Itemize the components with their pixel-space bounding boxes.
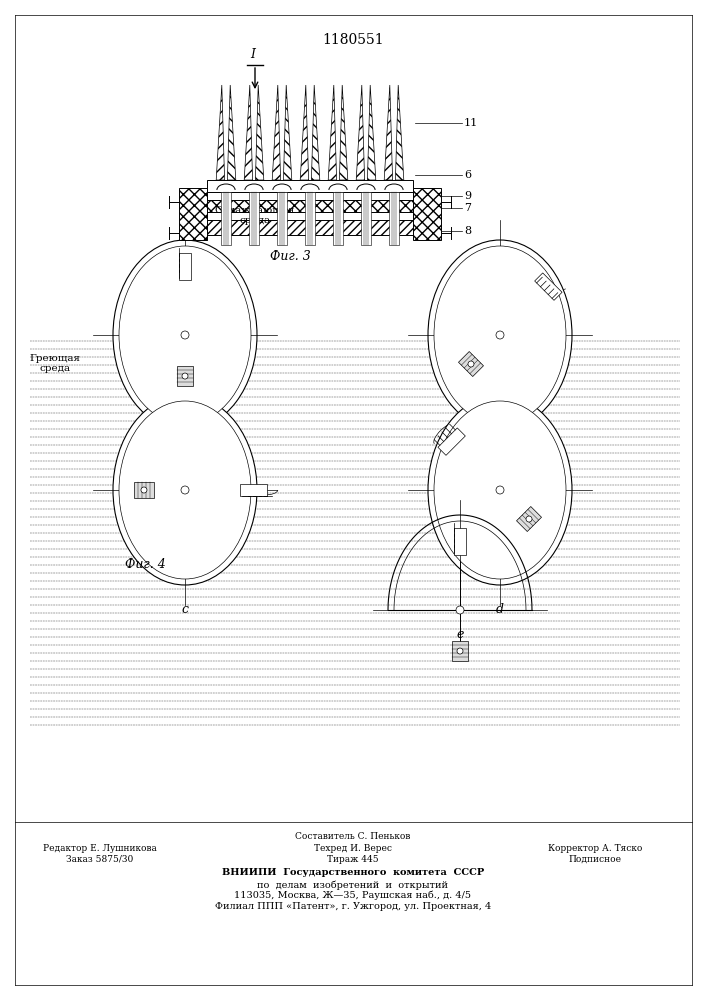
- Polygon shape: [452, 641, 467, 661]
- Bar: [207, 220, 413, 235]
- Circle shape: [526, 516, 532, 522]
- Text: 9: 9: [464, 191, 471, 201]
- Circle shape: [496, 486, 504, 494]
- Ellipse shape: [119, 246, 251, 424]
- Text: Охлаждающая
среда: Охлаждающая среда: [215, 206, 296, 225]
- Bar: [305, 192, 315, 245]
- Polygon shape: [177, 366, 192, 386]
- Text: Греющая
среда: Греющая среда: [30, 354, 81, 373]
- Polygon shape: [455, 528, 466, 555]
- Bar: [413, 188, 441, 240]
- Polygon shape: [517, 507, 542, 532]
- Text: Фиг. 3: Фиг. 3: [269, 250, 310, 263]
- Ellipse shape: [434, 401, 566, 579]
- Text: Заказ 5875/30: Заказ 5875/30: [66, 855, 134, 864]
- Text: Редактор Е. Лушникова: Редактор Е. Лушникова: [43, 844, 157, 853]
- Polygon shape: [311, 85, 320, 180]
- Bar: [221, 192, 231, 245]
- Ellipse shape: [428, 395, 572, 585]
- Polygon shape: [339, 85, 348, 180]
- Polygon shape: [134, 482, 154, 498]
- Ellipse shape: [113, 395, 257, 585]
- Bar: [207, 192, 413, 200]
- Bar: [249, 192, 259, 245]
- Text: 113035, Москва, Ж—35, Раушская наб., д. 4/5: 113035, Москва, Ж—35, Раушская наб., д. …: [235, 891, 472, 900]
- Polygon shape: [300, 85, 308, 180]
- Text: d: d: [496, 603, 504, 616]
- Polygon shape: [328, 85, 337, 180]
- Polygon shape: [534, 273, 562, 300]
- Text: Филиал ППП «Патент», г. Ужгород, ул. Проектная, 4: Филиал ППП «Патент», г. Ужгород, ул. Про…: [215, 902, 491, 911]
- Circle shape: [457, 648, 463, 654]
- Polygon shape: [240, 484, 267, 496]
- Text: Корректор А. Тяско: Корректор А. Тяско: [548, 844, 642, 853]
- Polygon shape: [255, 85, 264, 180]
- Text: Тираж 445: Тираж 445: [327, 855, 379, 864]
- Text: 8: 8: [464, 226, 471, 236]
- Circle shape: [496, 331, 504, 339]
- Text: ВНИИПИ  Государственного  комитета  СССР: ВНИИПИ Государственного комитета СССР: [222, 868, 484, 877]
- Text: a: a: [181, 448, 189, 461]
- Bar: [207, 200, 413, 212]
- Polygon shape: [180, 253, 191, 280]
- Bar: [277, 192, 287, 245]
- Text: c: c: [182, 603, 189, 616]
- Polygon shape: [228, 85, 236, 180]
- Text: Составитель С. Пеньков: Составитель С. Пеньков: [296, 832, 411, 841]
- Bar: [207, 212, 413, 220]
- Polygon shape: [395, 85, 404, 180]
- Circle shape: [141, 487, 147, 493]
- Text: e: e: [456, 628, 464, 641]
- Polygon shape: [384, 85, 392, 180]
- Polygon shape: [216, 85, 225, 180]
- Circle shape: [456, 606, 464, 614]
- Text: b: b: [496, 448, 504, 461]
- Polygon shape: [368, 85, 376, 180]
- Circle shape: [181, 331, 189, 339]
- Text: I: I: [250, 48, 255, 61]
- Bar: [361, 192, 371, 245]
- Circle shape: [468, 361, 474, 367]
- Bar: [179, 188, 207, 240]
- Polygon shape: [244, 85, 252, 180]
- Text: 1180551: 1180551: [322, 33, 384, 47]
- Polygon shape: [272, 85, 281, 180]
- Ellipse shape: [119, 401, 251, 579]
- Circle shape: [182, 373, 188, 379]
- Bar: [207, 180, 413, 192]
- Text: 7: 7: [464, 203, 471, 213]
- Bar: [333, 192, 343, 245]
- Text: 11: 11: [464, 118, 478, 128]
- Ellipse shape: [434, 246, 566, 424]
- Text: Техред И. Верес: Техред И. Верес: [314, 844, 392, 853]
- Circle shape: [181, 486, 189, 494]
- Text: Подписное: Подписное: [568, 855, 621, 864]
- Text: 6: 6: [464, 170, 471, 180]
- Ellipse shape: [428, 240, 572, 430]
- Bar: [389, 192, 399, 245]
- Polygon shape: [458, 352, 484, 377]
- Polygon shape: [284, 85, 292, 180]
- Text: по  делам  изобретений  и  открытий: по делам изобретений и открытий: [257, 880, 448, 890]
- Polygon shape: [356, 85, 365, 180]
- Polygon shape: [438, 428, 465, 455]
- Ellipse shape: [113, 240, 257, 430]
- Text: Фиг. 4: Фиг. 4: [124, 558, 165, 572]
